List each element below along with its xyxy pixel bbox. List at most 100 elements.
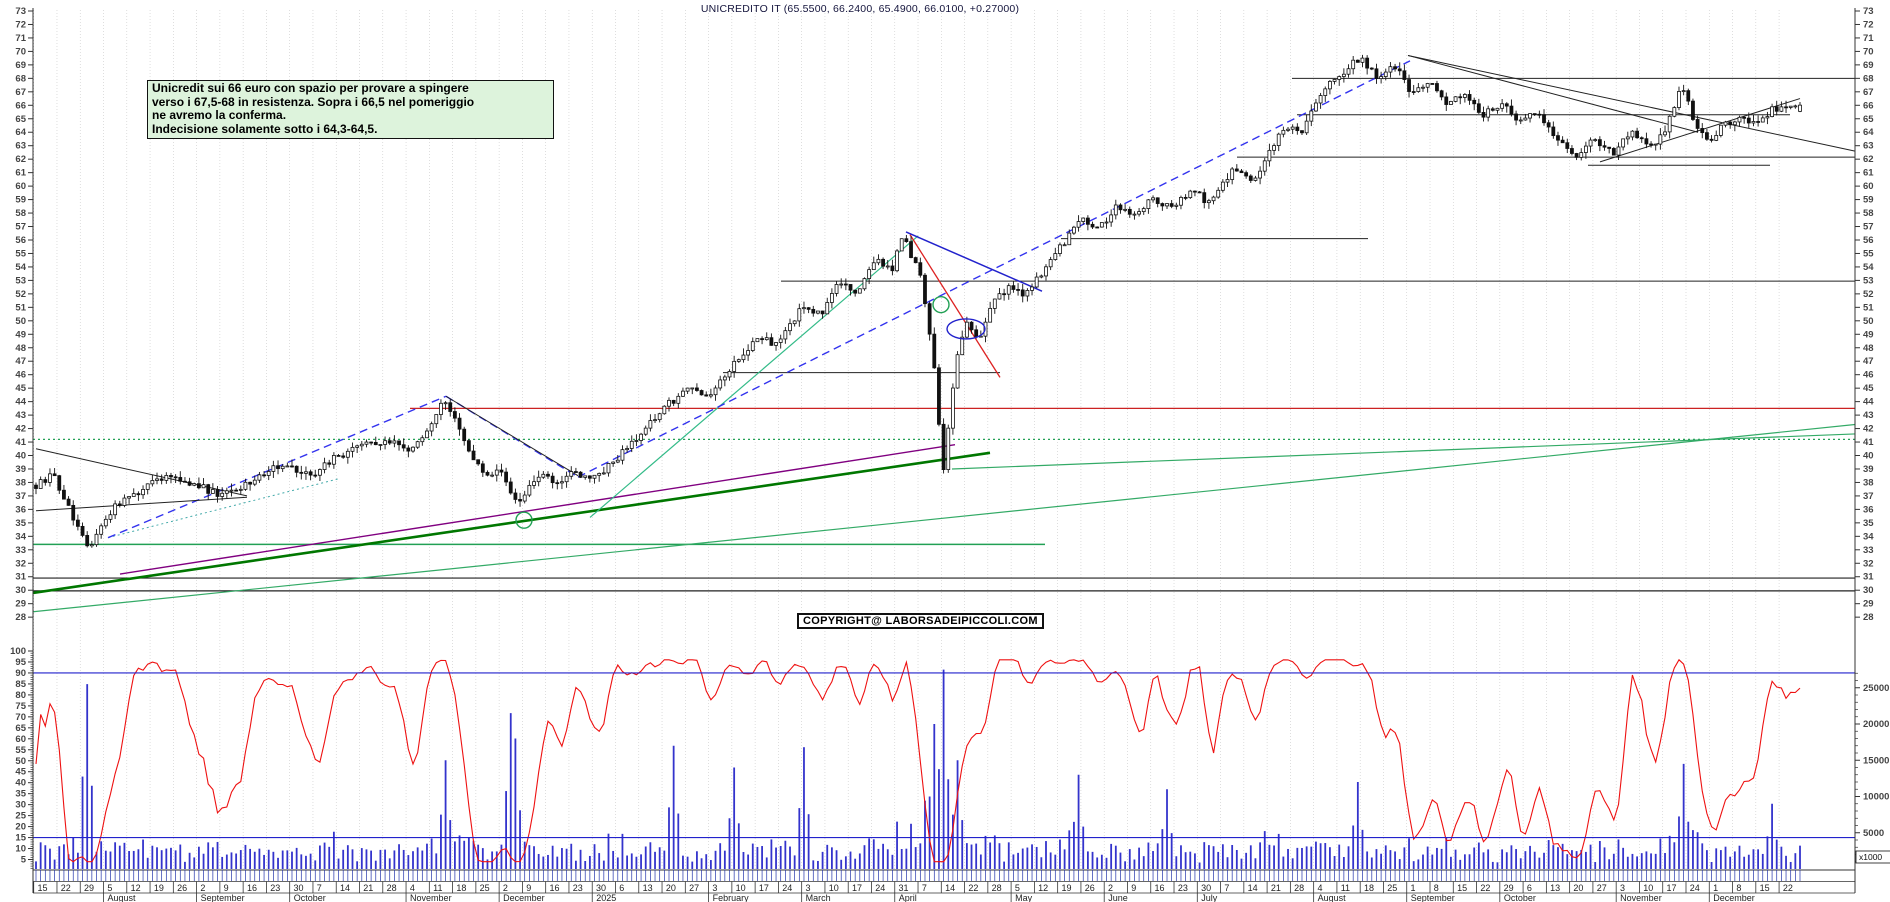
- svg-text:31: 31: [899, 883, 909, 893]
- svg-text:37: 37: [1863, 491, 1874, 502]
- svg-text:29: 29: [1504, 883, 1514, 893]
- svg-text:80: 80: [15, 690, 26, 701]
- svg-text:30: 30: [596, 883, 606, 893]
- svg-text:33: 33: [1863, 545, 1874, 556]
- svg-text:1: 1: [1411, 883, 1416, 893]
- svg-text:2025: 2025: [596, 893, 616, 902]
- svg-text:5: 5: [21, 855, 27, 866]
- svg-text:10: 10: [829, 883, 839, 893]
- svg-text:August: August: [108, 893, 137, 902]
- svg-text:35: 35: [1863, 518, 1874, 529]
- svg-text:72: 72: [1863, 19, 1874, 30]
- svg-text:21: 21: [363, 883, 373, 893]
- svg-text:69: 69: [1863, 60, 1874, 71]
- svg-text:40: 40: [15, 451, 26, 462]
- svg-text:70: 70: [15, 46, 26, 57]
- svg-text:16: 16: [1155, 883, 1165, 893]
- svg-text:February: February: [713, 893, 750, 902]
- svg-text:55: 55: [15, 248, 26, 259]
- svg-text:65: 65: [1863, 114, 1874, 125]
- svg-text:9: 9: [1131, 883, 1136, 893]
- svg-text:3: 3: [1620, 883, 1625, 893]
- svg-text:41: 41: [15, 437, 26, 448]
- svg-text:27: 27: [1597, 883, 1607, 893]
- analysis-note: Unicredit sui 66 euro con spazio per pro…: [147, 80, 554, 140]
- svg-text:3: 3: [712, 883, 717, 893]
- svg-text:38: 38: [1863, 477, 1874, 488]
- svg-text:23: 23: [573, 883, 583, 893]
- svg-text:5: 5: [107, 883, 112, 893]
- svg-text:22: 22: [1480, 883, 1490, 893]
- svg-text:4: 4: [1317, 883, 1322, 893]
- svg-text:May: May: [1015, 893, 1033, 902]
- svg-text:22: 22: [61, 883, 71, 893]
- copyright-badge: COPYRIGHT@ LABORSADEIPICCOLI.COM: [797, 613, 1044, 629]
- svg-text:3: 3: [805, 883, 810, 893]
- svg-text:15: 15: [1760, 883, 1770, 893]
- svg-text:19: 19: [1061, 883, 1071, 893]
- chart-title: UNICREDITO IT (65.5500, 66.2400, 65.4900…: [700, 3, 1020, 15]
- svg-text:15: 15: [1457, 883, 1467, 893]
- svg-text:10: 10: [15, 844, 26, 855]
- svg-text:60: 60: [15, 734, 26, 745]
- svg-text:28: 28: [1294, 883, 1304, 893]
- svg-text:October: October: [1504, 893, 1536, 902]
- svg-text:67: 67: [15, 87, 26, 98]
- svg-text:28: 28: [387, 883, 397, 893]
- svg-text:64: 64: [15, 127, 26, 138]
- svg-text:66: 66: [15, 100, 26, 111]
- svg-text:33: 33: [15, 545, 26, 556]
- svg-text:71: 71: [1863, 33, 1874, 44]
- svg-text:20: 20: [15, 822, 26, 833]
- svg-text:29: 29: [1863, 599, 1874, 610]
- svg-text:41: 41: [1863, 437, 1874, 448]
- svg-text:66: 66: [1863, 100, 1874, 111]
- svg-text:40: 40: [15, 778, 26, 789]
- svg-text:25: 25: [480, 883, 490, 893]
- svg-text:27: 27: [689, 883, 699, 893]
- svg-text:59: 59: [15, 195, 26, 206]
- svg-text:30: 30: [15, 800, 26, 811]
- svg-text:52: 52: [1863, 289, 1874, 300]
- svg-text:28: 28: [15, 612, 26, 623]
- svg-text:x1000: x1000: [1859, 852, 1882, 862]
- svg-text:68: 68: [15, 73, 26, 84]
- svg-text:9: 9: [224, 883, 229, 893]
- svg-text:52: 52: [15, 289, 26, 300]
- svg-text:90: 90: [15, 668, 26, 679]
- svg-text:70: 70: [15, 712, 26, 723]
- svg-text:18: 18: [456, 883, 466, 893]
- analysis-note-line-1: Unicredit sui 66 euro con spazio per pro…: [152, 81, 469, 95]
- svg-text:57: 57: [15, 222, 26, 233]
- svg-text:16: 16: [247, 883, 257, 893]
- svg-text:30: 30: [15, 585, 26, 596]
- svg-text:16: 16: [549, 883, 559, 893]
- svg-text:55: 55: [1863, 248, 1874, 259]
- svg-text:10000: 10000: [1863, 792, 1889, 803]
- svg-text:October: October: [294, 893, 326, 902]
- svg-text:40: 40: [1863, 451, 1874, 462]
- svg-text:1: 1: [1713, 883, 1718, 893]
- svg-text:25: 25: [1387, 883, 1397, 893]
- svg-text:47: 47: [15, 356, 26, 367]
- svg-text:24: 24: [875, 883, 885, 893]
- svg-text:34: 34: [15, 531, 26, 542]
- svg-text:56: 56: [15, 235, 26, 246]
- svg-text:10: 10: [1643, 883, 1653, 893]
- svg-text:18: 18: [1364, 883, 1374, 893]
- svg-text:53: 53: [15, 275, 26, 286]
- svg-text:25000: 25000: [1863, 683, 1889, 694]
- svg-text:32: 32: [15, 558, 26, 569]
- svg-text:25: 25: [15, 811, 26, 822]
- svg-text:28: 28: [992, 883, 1002, 893]
- svg-text:53: 53: [1863, 275, 1874, 286]
- svg-text:December: December: [1713, 893, 1755, 902]
- svg-text:20: 20: [666, 883, 676, 893]
- svg-text:15: 15: [38, 883, 48, 893]
- svg-text:60: 60: [15, 181, 26, 192]
- svg-text:43: 43: [1863, 410, 1874, 421]
- svg-text:4: 4: [410, 883, 415, 893]
- analysis-note-line-3: ne avremo la conferma.: [152, 108, 287, 123]
- svg-text:10: 10: [736, 883, 746, 893]
- svg-text:13: 13: [643, 883, 653, 893]
